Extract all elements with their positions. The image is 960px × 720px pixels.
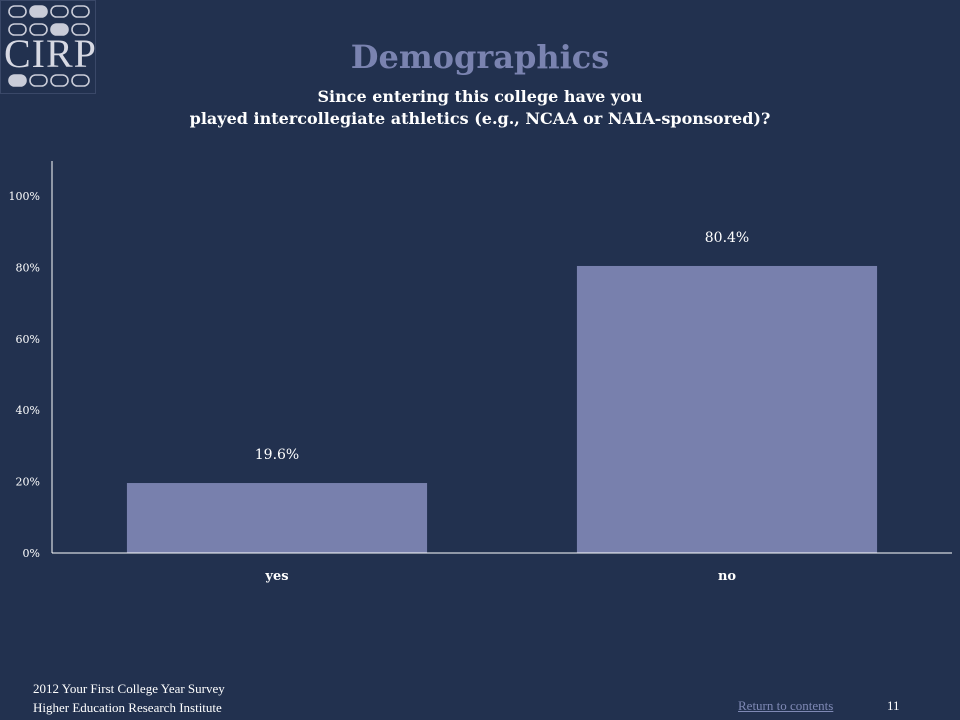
subtitle-line-2: played intercollegiate athletics (e.g., … <box>189 109 771 128</box>
bars <box>126 265 878 553</box>
return-to-contents-link[interactable]: Return to contents <box>738 698 834 713</box>
y-axis-ticks: 0% 20% 40% 60% 80% 100% <box>9 190 40 560</box>
y-tick-label: 100% <box>9 190 40 203</box>
cirp-logo <box>0 0 96 94</box>
y-tick-label: 60% <box>16 333 40 346</box>
subtitle-line-1: Since entering this college have you <box>317 87 643 106</box>
bar-value-label: 19.6% <box>255 447 299 463</box>
bar-value-label: 80.4% <box>705 230 749 246</box>
bar-no <box>576 265 878 553</box>
page-title: Demographics <box>350 38 610 76</box>
bar-value-labels: 19.6% 80.4% <box>255 230 749 463</box>
x-tick-label: no <box>718 569 736 584</box>
y-tick-label: 20% <box>16 476 40 489</box>
institute-name: Higher Education Research Institute <box>33 700 222 715</box>
footer-info: 2012 Your First College Year Survey High… <box>33 679 225 717</box>
bar-chart: 0% 20% 40% 60% 80% 100% 19.6% 80.4% yes no <box>9 161 952 584</box>
bar-yes <box>126 483 428 553</box>
x-axis-labels: yes no <box>264 569 736 584</box>
y-tick-label: 0% <box>23 547 40 560</box>
y-tick-label: 80% <box>16 261 40 274</box>
chart-subtitle: Since entering this college have you pla… <box>60 86 900 130</box>
y-tick-label: 40% <box>16 404 40 417</box>
page-number: 11 <box>887 698 900 713</box>
logo-text: CIRP <box>4 31 97 76</box>
x-tick-label: yes <box>264 569 288 584</box>
survey-name: 2012 Your First College Year Survey <box>33 681 225 696</box>
